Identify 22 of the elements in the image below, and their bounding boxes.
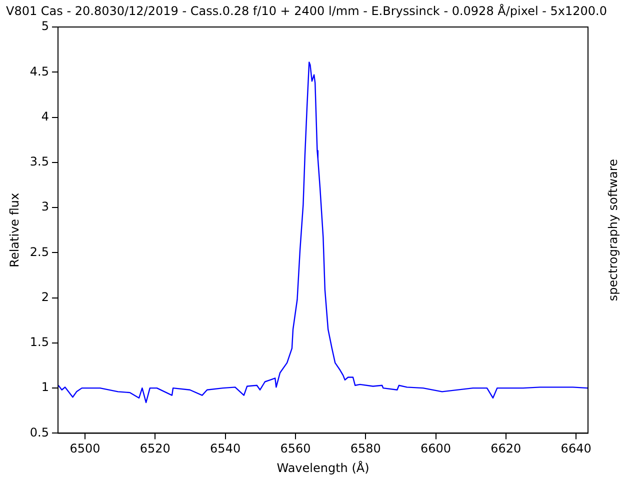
y-tick-label: 1.5 — [30, 335, 49, 350]
x-tick-label: 6600 — [420, 442, 452, 456]
y-tick-label: 2.5 — [30, 244, 49, 259]
x-tick-label: 6620 — [490, 442, 522, 456]
y-tick-label: 1 — [41, 380, 49, 394]
y-tick-label: 5 — [41, 19, 49, 34]
y-tick-label: 2 — [41, 290, 49, 304]
x-tick-label: 6540 — [210, 442, 241, 456]
text: spectrography software — [606, 159, 620, 302]
x-tick-label: 6580 — [350, 442, 381, 456]
y-axis-title: Relative flux — [7, 192, 22, 268]
x-tick-label: 6500 — [70, 442, 100, 456]
x-tick-label: 6640 — [560, 442, 592, 456]
y-tick-label: 4.5 — [30, 64, 49, 78]
y-tick-label: 3.5 — [30, 154, 49, 169]
x-tick-label: 6560 — [280, 442, 311, 456]
chart-title: V801 Cas - 20.8030/12/2019 - Cass.0.28 f/10 + 2400 l/mm - E.Bryssinck - 0.0928 Å/pixel - 5x1200.0 — [6, 3, 607, 18]
y-tick-label: 3 — [41, 200, 49, 214]
x-tick-label: 6520 — [140, 442, 170, 456]
x-axis-title: Wavelength (Å) — [276, 460, 370, 475]
y-tick-label: 4 — [41, 109, 49, 124]
y-tick-label: 0.5 — [30, 425, 49, 440]
